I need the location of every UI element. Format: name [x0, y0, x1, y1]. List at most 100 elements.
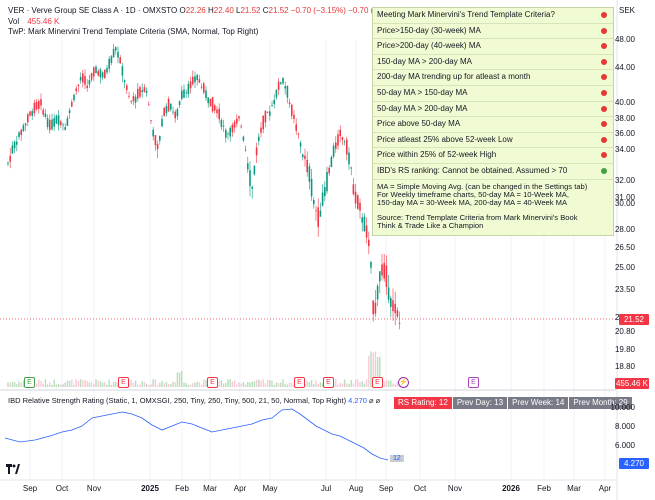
volume-bar — [40, 381, 42, 387]
rs-title-text: IBD Relative Strength Rating (Static, 1,… — [8, 396, 347, 405]
candle-body — [302, 154, 304, 158]
criteria-row: 50-day MA > 200-day MA — [373, 102, 613, 118]
volume-bar — [240, 383, 242, 387]
candle-body — [178, 101, 181, 106]
volume-bar — [205, 379, 207, 387]
candle-body — [249, 170, 251, 187]
volume-bar — [222, 383, 225, 387]
volume-bar — [229, 379, 231, 387]
candle-body — [174, 111, 176, 119]
criteria-row: 200-day MA trending up for atleast a mon… — [373, 70, 613, 86]
volume-bar — [7, 382, 9, 387]
volume-bar — [108, 379, 110, 387]
candle-body — [207, 97, 209, 104]
currency-label[interactable]: SEK — [618, 6, 635, 15]
volume-bar — [93, 383, 95, 387]
volume-bar — [134, 380, 137, 387]
price-axis-label: 28.00 — [614, 225, 635, 234]
candle-body — [35, 102, 38, 110]
volume-bar — [357, 379, 359, 387]
indicator-line[interactable]: TwP: Mark Minervini Trend Template Crite… — [8, 27, 259, 36]
candle-body — [86, 85, 88, 88]
candle-body — [97, 71, 99, 76]
candle-body — [189, 81, 192, 89]
volume-bar — [141, 381, 143, 387]
rs-indicator-title[interactable]: IBD Relative Strength Rating (Static, 1,… — [8, 396, 380, 405]
volume-bar — [249, 382, 251, 387]
volume-bar — [104, 382, 106, 387]
candle-body — [374, 302, 377, 314]
volume-bar — [359, 382, 361, 387]
volume-bar — [341, 383, 344, 387]
earnings-event-icon[interactable]: E — [118, 377, 129, 388]
volume-value: 455.46 K — [27, 17, 60, 26]
volume-bar — [82, 380, 84, 387]
candle-body — [46, 118, 49, 128]
open-label: O — [179, 6, 186, 15]
candle-body — [117, 51, 119, 58]
volume-bar — [73, 384, 75, 387]
candle-body — [233, 121, 236, 128]
volume-bar — [49, 382, 51, 387]
tradingview-logo-icon[interactable] — [6, 464, 20, 474]
candle-body — [29, 111, 31, 116]
volume-bar — [176, 372, 179, 387]
status-dot-red-icon — [601, 12, 607, 18]
candle-body — [115, 47, 117, 51]
candle-body — [159, 135, 161, 141]
candle-body — [95, 66, 97, 74]
candle-body — [308, 166, 311, 182]
candle-body — [44, 113, 47, 118]
note-line: 150-day MA = 30-Week MA, 200-day MA = 40… — [377, 198, 568, 208]
volume-bar — [271, 380, 273, 387]
volume-bar — [376, 356, 379, 387]
volume-bar — [304, 384, 306, 387]
volume-bar — [233, 380, 236, 387]
criteria-row: IBD's RS ranking: Cannot be obtained. As… — [373, 164, 613, 180]
earnings-event-icon[interactable]: E — [468, 377, 479, 388]
time-axis-label: Sep — [22, 484, 38, 493]
candle-body — [134, 96, 137, 103]
candle-body — [24, 123, 27, 126]
rs-line — [4, 408, 389, 461]
settings-icon[interactable]: ⌀ — [375, 396, 381, 405]
candle-body — [110, 56, 113, 63]
price-axis-label: 44.00 — [614, 63, 635, 72]
criteria-row: Price>200-day (40-week) MA — [373, 39, 613, 55]
eye-icon[interactable]: ⌀ — [369, 396, 374, 405]
volume-bar — [95, 379, 97, 387]
candle-body — [62, 124, 64, 126]
candle-body — [99, 69, 102, 78]
price-axis-label: 26.50 — [614, 243, 635, 252]
candle-body — [313, 199, 315, 205]
candle-body — [299, 142, 302, 147]
candle-body — [216, 109, 218, 114]
price-axis-label: 23.50 — [614, 285, 635, 294]
volume-bar — [88, 382, 91, 387]
candle-body — [214, 105, 216, 111]
volume-bar — [110, 384, 113, 387]
prev-month-label: Prev Month: 29 — [569, 397, 632, 409]
volume-bar — [128, 382, 130, 387]
volume-bar — [53, 379, 55, 387]
earnings-event-icon[interactable]: E — [323, 377, 334, 388]
earnings-event-icon[interactable]: E — [372, 377, 383, 388]
candle-body — [13, 141, 16, 149]
candle-body — [73, 94, 75, 101]
price-axis-label: 19.80 — [614, 345, 635, 354]
candle-body — [167, 98, 170, 112]
earnings-event-icon[interactable]: E — [207, 377, 218, 388]
candle-body — [339, 129, 341, 137]
status-dot-red-icon — [601, 121, 607, 128]
candle-body — [176, 109, 179, 117]
earnings-event-icon[interactable]: E — [294, 377, 305, 388]
candle-body — [244, 149, 247, 151]
volume-label: Vol — [8, 17, 20, 26]
candle-body — [90, 73, 93, 80]
volume-bar — [196, 381, 198, 387]
volume-bar — [66, 380, 69, 387]
rs-banner: RS Rating: 12 Prev Day: 13 Prev Week: 14… — [394, 397, 633, 409]
dividend-event-icon[interactable]: ⚡ — [398, 377, 409, 388]
earnings-event-icon[interactable]: E — [24, 377, 35, 388]
candle-body — [145, 90, 148, 93]
